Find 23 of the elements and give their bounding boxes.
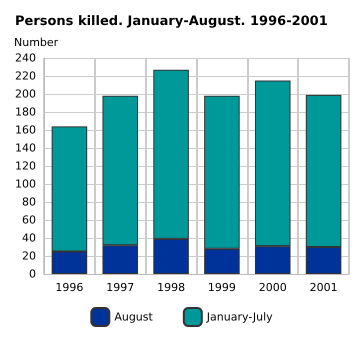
legend-label: January-July bbox=[206, 310, 274, 324]
y-tick-label: 120 bbox=[15, 160, 36, 172]
chart-title: Persons killed. January-August. 1996-2001 bbox=[15, 14, 328, 29]
y-tick-label: 220 bbox=[15, 70, 36, 82]
y-tick-label: 40 bbox=[22, 232, 36, 244]
x-tick-label: 1996 bbox=[55, 281, 84, 294]
legend-label: August bbox=[114, 310, 154, 324]
y-tick-label: 180 bbox=[15, 106, 36, 118]
x-tick-label: 1997 bbox=[106, 281, 134, 294]
y-tick-label: 0 bbox=[29, 268, 36, 280]
y-tick-label: 60 bbox=[22, 214, 36, 226]
y-tick-label: 100 bbox=[15, 178, 36, 190]
y-tick-label: 140 bbox=[15, 142, 36, 154]
y-tick-label: 20 bbox=[22, 250, 36, 262]
y-tick-label: 240 bbox=[15, 52, 36, 64]
y-tick-label: 80 bbox=[22, 196, 36, 208]
x-tick-label: 1999 bbox=[208, 281, 236, 294]
x-tick-label: 2000 bbox=[258, 281, 287, 294]
y-axis-title: Number bbox=[14, 36, 59, 49]
y-tick-label: 160 bbox=[15, 124, 36, 136]
x-tick-label: 2001 bbox=[310, 281, 338, 294]
x-tick-label: 1998 bbox=[157, 281, 186, 294]
y-tick-label: 200 bbox=[15, 88, 36, 100]
